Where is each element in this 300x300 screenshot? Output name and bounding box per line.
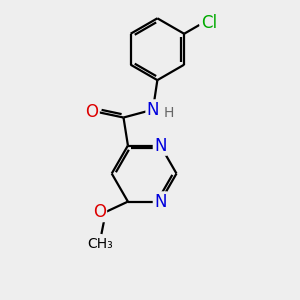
Text: O: O bbox=[93, 203, 106, 221]
Text: N: N bbox=[147, 100, 159, 118]
Text: Cl: Cl bbox=[201, 14, 217, 32]
Text: H: H bbox=[164, 106, 174, 120]
Text: CH₃: CH₃ bbox=[87, 237, 113, 251]
Text: N: N bbox=[154, 136, 167, 154]
Text: O: O bbox=[85, 103, 98, 121]
Text: N: N bbox=[154, 193, 167, 211]
